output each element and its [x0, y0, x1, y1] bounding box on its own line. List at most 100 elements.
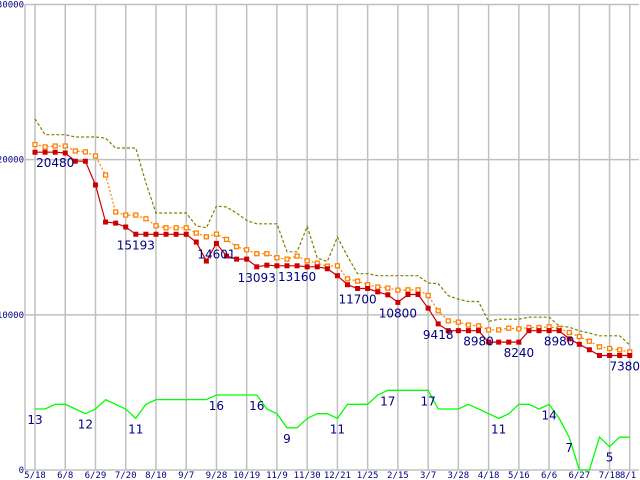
data-point-min — [173, 231, 179, 237]
x-tick-label: 2/15 — [387, 471, 409, 480]
data-point-average — [213, 231, 220, 237]
data-point-min — [566, 336, 572, 342]
data-point-min — [375, 289, 381, 295]
data-point-min — [183, 231, 189, 237]
data-point-average — [354, 278, 361, 284]
data-point-min — [365, 285, 371, 291]
series-line-max — [34, 118, 631, 346]
x-tick-label: 8/10 — [145, 471, 167, 480]
data-point-average — [496, 327, 502, 333]
data-point-min — [304, 264, 310, 270]
data-point-min — [627, 352, 633, 358]
data-point-average — [153, 223, 159, 229]
data-point-average — [385, 285, 391, 291]
data-point-min — [284, 263, 290, 269]
data-point-average — [344, 276, 351, 282]
price-label: 8240 — [504, 346, 535, 360]
price-label: 7380 — [609, 359, 640, 373]
data-point-min — [62, 150, 68, 156]
data-point-min — [32, 149, 38, 155]
data-point-min — [203, 258, 209, 264]
data-point-min — [445, 328, 451, 334]
data-point-min — [596, 352, 602, 358]
count-label: 12 — [78, 418, 93, 432]
data-point-min — [576, 341, 582, 347]
data-point-min — [486, 339, 492, 345]
data-point-average — [123, 212, 129, 218]
data-point-average — [183, 225, 189, 231]
data-point-min — [234, 256, 240, 262]
data-point-average — [233, 244, 240, 250]
data-point-min — [334, 273, 340, 279]
data-point-average — [72, 148, 78, 154]
x-tick-label: 6/27 — [568, 471, 590, 480]
count-label: 9 — [283, 432, 291, 446]
price-label: 10800 — [379, 306, 417, 320]
data-point-min — [42, 149, 48, 155]
y-axis-ticks: 0 10000 20000 30000 — [0, 1, 24, 477]
data-point-min — [607, 352, 613, 358]
data-point-min — [103, 219, 109, 225]
data-point-min — [395, 299, 401, 305]
data-point-average — [596, 344, 603, 350]
data-point-average — [102, 172, 109, 178]
data-point-min — [82, 158, 88, 164]
price-label: 8980 — [544, 335, 575, 349]
data-point-min — [405, 292, 411, 298]
data-point-min — [123, 224, 129, 230]
price-label: 8980 — [463, 335, 494, 349]
data-point-min — [72, 158, 78, 164]
y-tick-label: 30000 — [0, 1, 24, 11]
count-label: 5 — [606, 451, 614, 465]
data-point-min — [314, 264, 320, 270]
data-point-min — [526, 328, 532, 334]
x-tick-label: 9/7 — [178, 471, 194, 480]
data-point-min — [254, 264, 260, 270]
data-point-average — [435, 308, 441, 314]
data-point-average — [586, 338, 593, 344]
data-point-min — [425, 305, 431, 311]
data-point-average — [576, 333, 582, 340]
count-label: 7 — [565, 441, 573, 455]
data-point-average — [42, 144, 48, 150]
data-point-average — [606, 345, 613, 352]
price-label: 20480 — [36, 156, 74, 170]
data-point-min — [193, 239, 199, 245]
data-point-average — [405, 287, 411, 293]
x-tick-label: 9/28 — [206, 471, 228, 480]
data-point-average — [616, 347, 623, 353]
data-point-min — [355, 285, 361, 291]
x-tick-label: 3/28 — [448, 471, 470, 480]
data-point-average — [32, 141, 38, 148]
data-point-min — [153, 231, 159, 237]
data-point-min — [143, 231, 149, 237]
data-point-average — [516, 326, 522, 332]
data-point-average — [334, 263, 341, 269]
x-tick-label: 6/6 — [541, 471, 557, 480]
data-point-min — [113, 220, 119, 226]
x-tick-label: 3/7 — [420, 471, 436, 480]
x-tick-label: 5/18 — [24, 471, 46, 480]
data-point-min — [133, 231, 139, 237]
y-tick-label: 20000 — [0, 156, 24, 166]
count-label: 14 — [541, 408, 556, 422]
data-point-average — [395, 287, 401, 293]
data-point-min — [274, 263, 280, 269]
x-tick-label: 4/18 — [478, 471, 500, 480]
data-point-average — [445, 318, 451, 324]
data-point-average — [254, 251, 260, 257]
data-point-average — [425, 292, 431, 299]
data-point-average — [264, 251, 270, 257]
count-label: 11 — [330, 422, 345, 436]
data-point-min — [476, 328, 482, 334]
data-point-min — [264, 262, 270, 268]
data-point-average — [465, 322, 472, 328]
count-label: 17 — [380, 394, 395, 408]
data-point-min — [344, 282, 350, 288]
data-point-min — [536, 328, 542, 334]
x-tick-label: 7/18 — [599, 471, 621, 480]
x-tick-label: 11/9 — [266, 471, 288, 480]
x-tick-label: 8/1 — [620, 471, 636, 480]
